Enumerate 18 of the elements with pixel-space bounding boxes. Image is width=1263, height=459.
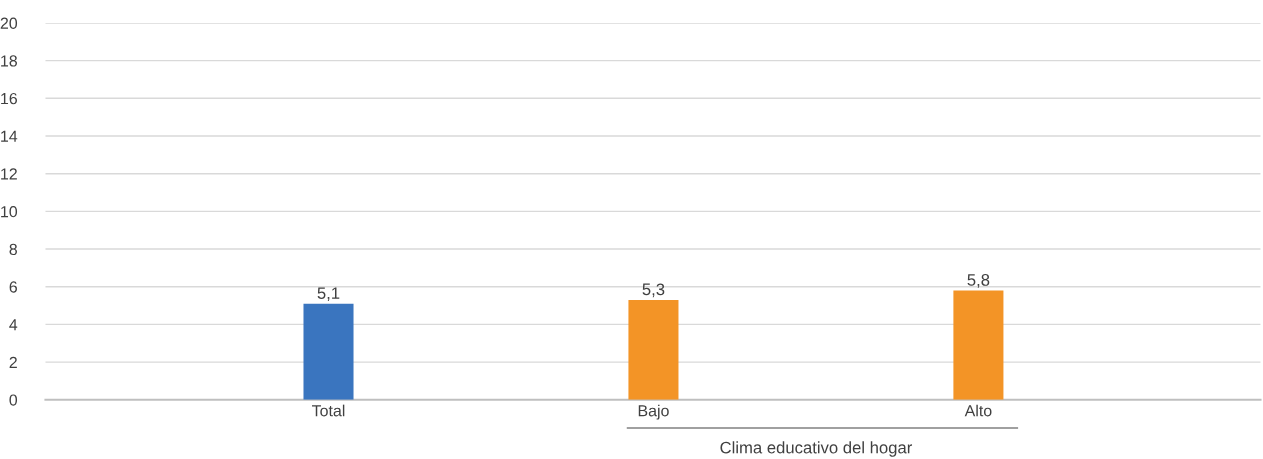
data-label: 5,3 bbox=[642, 283, 665, 298]
y-tick-label: 8 bbox=[9, 243, 17, 255]
y-tick-label: 14 bbox=[1, 130, 18, 142]
text: Clima educativo del hogar bbox=[720, 441, 913, 457]
y-tick-label: 0 bbox=[9, 394, 18, 406]
x-tick-label: Bajo bbox=[638, 404, 669, 420]
y-tick-label: 10 bbox=[1, 206, 18, 218]
y-tick-label: 4 bbox=[9, 319, 18, 331]
x-tick-label: Total bbox=[312, 404, 345, 417]
x-tick-label: Alto bbox=[964, 404, 992, 417]
y-tick-label: 2 bbox=[9, 356, 17, 368]
y-tick-label: 6 bbox=[9, 281, 17, 293]
data-label: 5,8 bbox=[967, 274, 990, 288]
y-tick-label: 12 bbox=[1, 168, 17, 180]
y-tick-label: 18 bbox=[1, 55, 17, 67]
data-label: 5,1 bbox=[317, 287, 340, 301]
y-tick-label: 20 bbox=[0, 17, 18, 29]
y-tick-label: 16 bbox=[1, 92, 17, 105]
